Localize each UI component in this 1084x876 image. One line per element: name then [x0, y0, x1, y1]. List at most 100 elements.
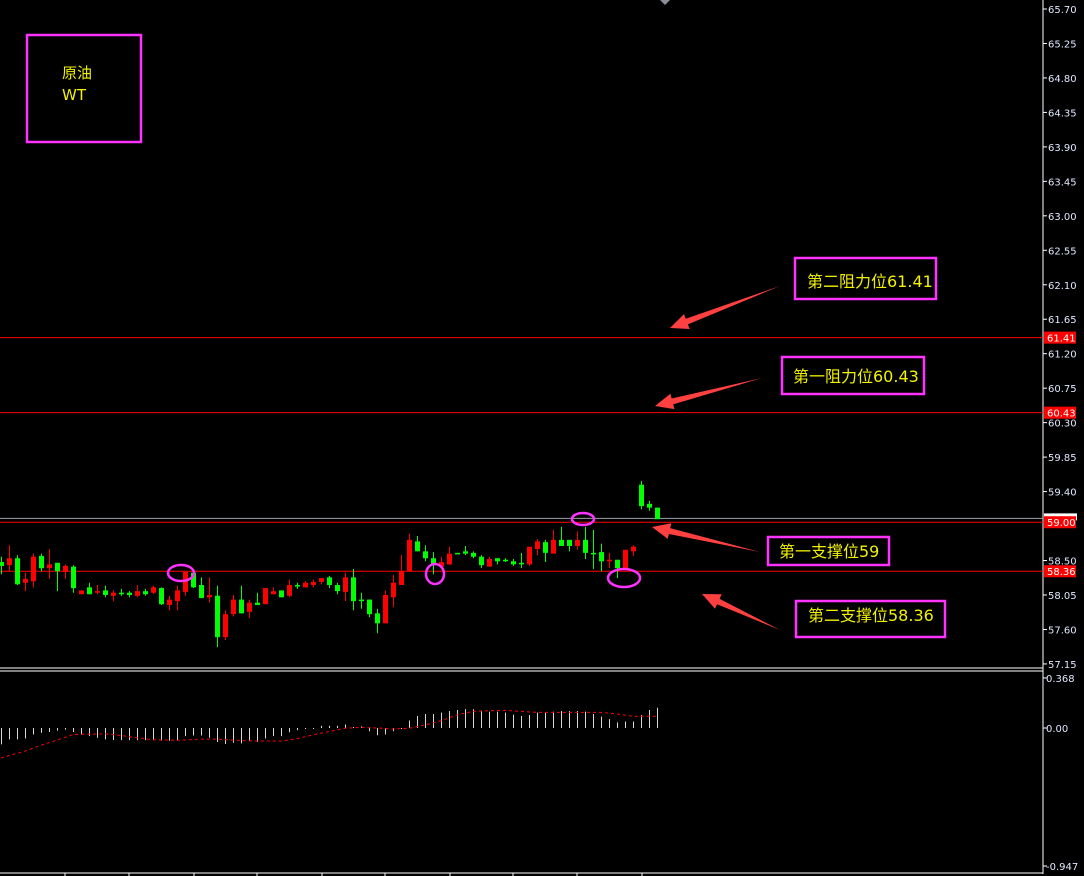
candle-body [127, 592, 132, 595]
candle-body [447, 553, 452, 565]
candle [559, 526, 564, 546]
candle [31, 553, 36, 588]
highlight-ellipse [570, 511, 596, 527]
candle [335, 582, 340, 595]
candle [399, 555, 404, 586]
candle [0, 556, 4, 575]
level-note-text: 第一阻力位60.43 [793, 367, 919, 386]
price-tick-label: 58.50 [1048, 557, 1077, 568]
candle [447, 546, 452, 566]
candle-body [111, 592, 116, 596]
level-note-box [766, 535, 891, 567]
candle-body [247, 602, 252, 612]
candle-body [103, 590, 108, 595]
candle [287, 579, 292, 598]
candle-body [439, 562, 444, 567]
title-line2: WT [62, 86, 87, 104]
candle [87, 582, 92, 595]
candle-body [287, 585, 292, 596]
candle-body [559, 539, 564, 546]
candle-body [167, 599, 172, 605]
level-note-box [780, 355, 926, 396]
candle [327, 575, 332, 589]
candle [175, 585, 180, 611]
candle [39, 553, 44, 572]
candle-body [0, 562, 4, 566]
candle [343, 572, 348, 602]
candle-body [535, 541, 540, 550]
level-note-text: 第一支撑位59 [779, 542, 879, 561]
candle [519, 552, 524, 569]
candle [159, 587, 164, 605]
candle-body [367, 599, 372, 615]
candle-body [39, 555, 44, 569]
price-tick-label: 64.35 [1048, 108, 1077, 119]
candle [655, 507, 660, 520]
candle [583, 526, 588, 559]
candle [599, 543, 604, 572]
candle [535, 539, 540, 556]
level-note-box [793, 256, 938, 301]
candle-body [223, 614, 228, 638]
candle-body [271, 591, 276, 595]
candle [631, 545, 636, 556]
candle-body [135, 591, 140, 596]
candle-body [527, 546, 532, 565]
candle [207, 577, 212, 603]
candle-body [319, 578, 324, 582]
candle-body [647, 503, 652, 508]
candle-body [351, 577, 356, 602]
price-tick-label: 57.15 [1048, 660, 1077, 671]
level-note-text: 第二阻力位61.41 [807, 272, 933, 291]
level-price-label: 59.00 [1047, 518, 1076, 529]
candle [375, 608, 380, 634]
candle [47, 549, 52, 579]
candle-body [391, 582, 396, 598]
candle [303, 581, 308, 588]
candle [503, 558, 508, 563]
candle [647, 500, 652, 511]
level-lines: 61.41 60.43 59.00 58.36 [0, 331, 1077, 578]
price-tick-label: 65.70 [1048, 5, 1077, 16]
price-tick-label: 61.65 [1048, 315, 1077, 326]
candle-body [327, 577, 332, 586]
candle [143, 588, 148, 596]
level-price-tag [1044, 331, 1076, 344]
candle-body [519, 562, 524, 565]
price-tick-label: 60.30 [1048, 419, 1077, 430]
candle [383, 590, 388, 624]
arrow-icon [670, 286, 780, 330]
candle [567, 539, 572, 552]
candle-body [175, 590, 180, 602]
candle [71, 565, 76, 593]
signal-line [0, 709, 657, 759]
candle-body [431, 558, 436, 566]
candle-body [399, 571, 404, 586]
candle [319, 578, 324, 585]
candle [495, 558, 500, 565]
candle-body [199, 585, 204, 599]
candle-body [279, 590, 284, 598]
candle [367, 599, 372, 618]
candle-body [423, 551, 428, 559]
candle [135, 585, 140, 598]
candle [7, 545, 12, 572]
candle-body [551, 539, 556, 554]
candle-body [215, 595, 220, 638]
annotations: 第二阻力位61.41 第一阻力位60.43 第一支撑位59 第二支撑位58.36 [25, 33, 947, 639]
price-tick-label: 65.25 [1048, 39, 1077, 50]
candle [591, 529, 596, 569]
candle [15, 555, 20, 586]
candle-body [151, 587, 156, 593]
candle-body [231, 599, 236, 615]
candle-body [183, 572, 188, 592]
candle-body [239, 599, 244, 614]
candle-body [575, 539, 580, 546]
price-tick-label: 63.90 [1048, 143, 1077, 154]
candle [271, 587, 276, 595]
candle [471, 551, 476, 559]
candle [23, 572, 28, 592]
price-tick-label: 64.80 [1048, 74, 1077, 85]
